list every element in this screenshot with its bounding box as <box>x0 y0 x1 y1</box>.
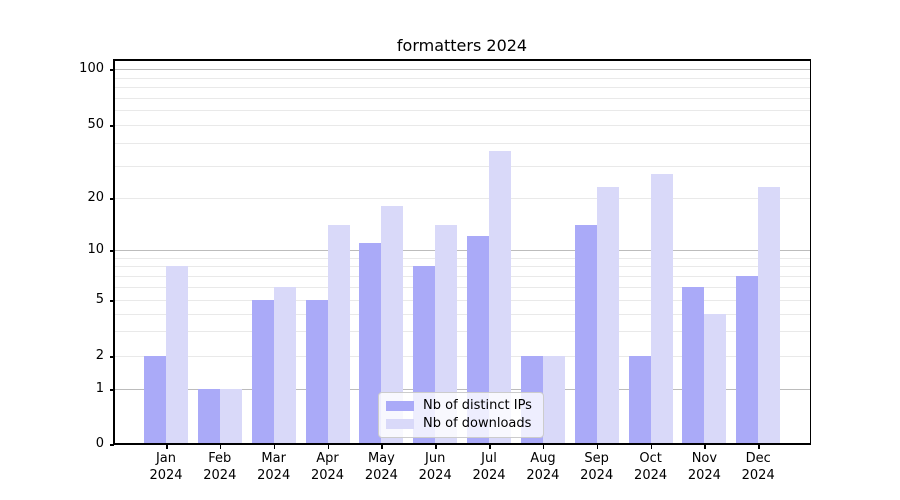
x-tick-label: Jul 2024 <box>472 451 506 483</box>
y-tick-label: 1 <box>95 381 104 396</box>
bar-distinct-ips <box>144 356 166 444</box>
bar-downloads <box>704 313 727 444</box>
gridline-minor <box>114 110 810 112</box>
x-tick <box>704 444 706 449</box>
x-tick <box>650 444 653 449</box>
x-tick <box>758 444 760 449</box>
x-tick-label: Oct 2024 <box>634 451 668 483</box>
legend-label-distinct-ips: Nb of distinct IPs <box>423 398 532 413</box>
x-tick-label: Jan 2024 <box>149 451 183 483</box>
bar-distinct-ips <box>197 389 220 444</box>
bar-downloads <box>650 174 673 444</box>
gridline-minor <box>114 286 810 288</box>
bar-downloads <box>166 266 188 444</box>
x-tick-label: Sep 2024 <box>580 451 614 483</box>
x-tick-label: Nov 2024 <box>687 451 721 483</box>
gridline-minor <box>114 300 810 301</box>
x-tick-label: Dec 2024 <box>741 451 775 483</box>
y-tick <box>109 356 114 358</box>
x-tick <box>489 444 491 449</box>
bar-distinct-ips <box>736 275 759 444</box>
bar-downloads <box>219 389 242 444</box>
y-tick <box>109 198 114 200</box>
y-tick-label: 10 <box>87 242 104 257</box>
y-tick <box>109 250 114 252</box>
legend-swatch-downloads <box>386 419 414 429</box>
x-tick <box>542 444 545 449</box>
x-tick-label: Jun 2024 <box>418 451 452 483</box>
bar-downloads <box>273 286 296 444</box>
y-tick-label: 5 <box>95 292 104 307</box>
bar-downloads <box>596 186 619 444</box>
gridline-minor <box>114 356 810 357</box>
x-tick <box>273 444 276 449</box>
x-tick-label: Aug 2024 <box>526 451 560 483</box>
x-tick <box>435 444 437 449</box>
bar-downloads <box>758 186 781 444</box>
x-tick <box>166 444 168 449</box>
gridline-minor <box>114 142 810 144</box>
legend-item-distinct-ips: Nb of distinct IPs <box>386 399 543 413</box>
x-tick-label: May 2024 <box>364 451 398 483</box>
bar-downloads <box>327 224 350 444</box>
gridline-minor <box>114 257 810 259</box>
x-tick-label: Mar 2024 <box>257 451 291 483</box>
spine-right <box>809 59 811 445</box>
gridline-minor <box>114 97 810 99</box>
y-tick <box>109 125 114 127</box>
bar-downloads <box>489 151 511 444</box>
legend-label-downloads: Nb of downloads <box>423 416 532 431</box>
gridline-minor <box>114 266 810 268</box>
x-tick-label: Feb 2024 <box>203 451 237 483</box>
y-tick-label: 20 <box>87 190 104 205</box>
y-tick <box>109 300 114 302</box>
gridline-major <box>114 250 810 251</box>
bar-distinct-ips <box>305 300 328 444</box>
legend-item-downloads: Nb of downloads <box>386 417 543 431</box>
x-tick <box>596 444 599 449</box>
gridline-minor <box>114 165 810 167</box>
gridline-major <box>114 389 810 390</box>
y-tick-label: 2 <box>95 348 104 363</box>
gridline-major <box>114 69 810 70</box>
gridline-minor <box>114 313 810 315</box>
bar-distinct-ips <box>251 300 274 444</box>
gridline-minor <box>114 77 810 79</box>
y-tick <box>109 389 114 391</box>
x-tick <box>381 444 383 449</box>
y-tick-label: 100 <box>79 61 104 76</box>
legend-swatch-distinct-ips <box>386 401 414 411</box>
spine-bottom <box>113 443 811 445</box>
y-tick-label: 0 <box>95 436 104 451</box>
x-tick-label: Apr 2024 <box>310 451 345 483</box>
legend: Nb of distinct IPs Nb of downloads <box>378 392 544 438</box>
bar-distinct-ips <box>682 286 705 444</box>
gridline-minor <box>114 125 810 126</box>
x-tick <box>219 444 222 449</box>
gridline-minor <box>114 198 810 199</box>
spine-left <box>113 59 115 445</box>
chart-title: formatters 2024 <box>396 36 528 55</box>
gridline-minor <box>114 87 810 88</box>
bar-downloads <box>435 224 458 444</box>
bar-distinct-ips <box>628 356 651 444</box>
y-tick <box>109 69 114 71</box>
x-tick <box>327 444 329 449</box>
y-tick <box>109 444 114 446</box>
bar-distinct-ips <box>574 224 597 444</box>
spine-top <box>113 59 811 61</box>
bar-downloads <box>542 356 565 444</box>
plot-area: Jan 2024 Feb 2024 Mar 2024 Apr 2024 May 2024… <box>79 59 811 483</box>
gridline-minor <box>114 331 810 333</box>
bar-downloads <box>381 205 404 444</box>
y-tick-label: 50 <box>87 117 104 132</box>
bar-distinct-ips <box>359 242 382 444</box>
gridline-minor <box>114 275 810 277</box>
